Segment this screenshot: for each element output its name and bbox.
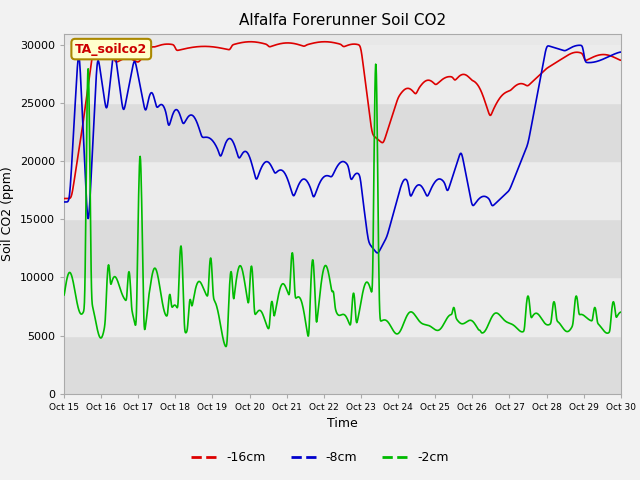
Bar bbox=[64, 336, 621, 394]
Bar bbox=[64, 161, 621, 219]
Bar bbox=[64, 277, 621, 336]
X-axis label: Time: Time bbox=[327, 417, 358, 430]
Text: TA_soilco2: TA_soilco2 bbox=[75, 43, 147, 56]
Legend: -16cm, -8cm, -2cm: -16cm, -8cm, -2cm bbox=[186, 446, 454, 469]
Y-axis label: Soil CO2 (ppm): Soil CO2 (ppm) bbox=[1, 166, 14, 261]
Bar bbox=[64, 103, 621, 161]
Title: Alfalfa Forerunner Soil CO2: Alfalfa Forerunner Soil CO2 bbox=[239, 13, 446, 28]
Bar bbox=[64, 219, 621, 277]
Bar bbox=[64, 45, 621, 103]
